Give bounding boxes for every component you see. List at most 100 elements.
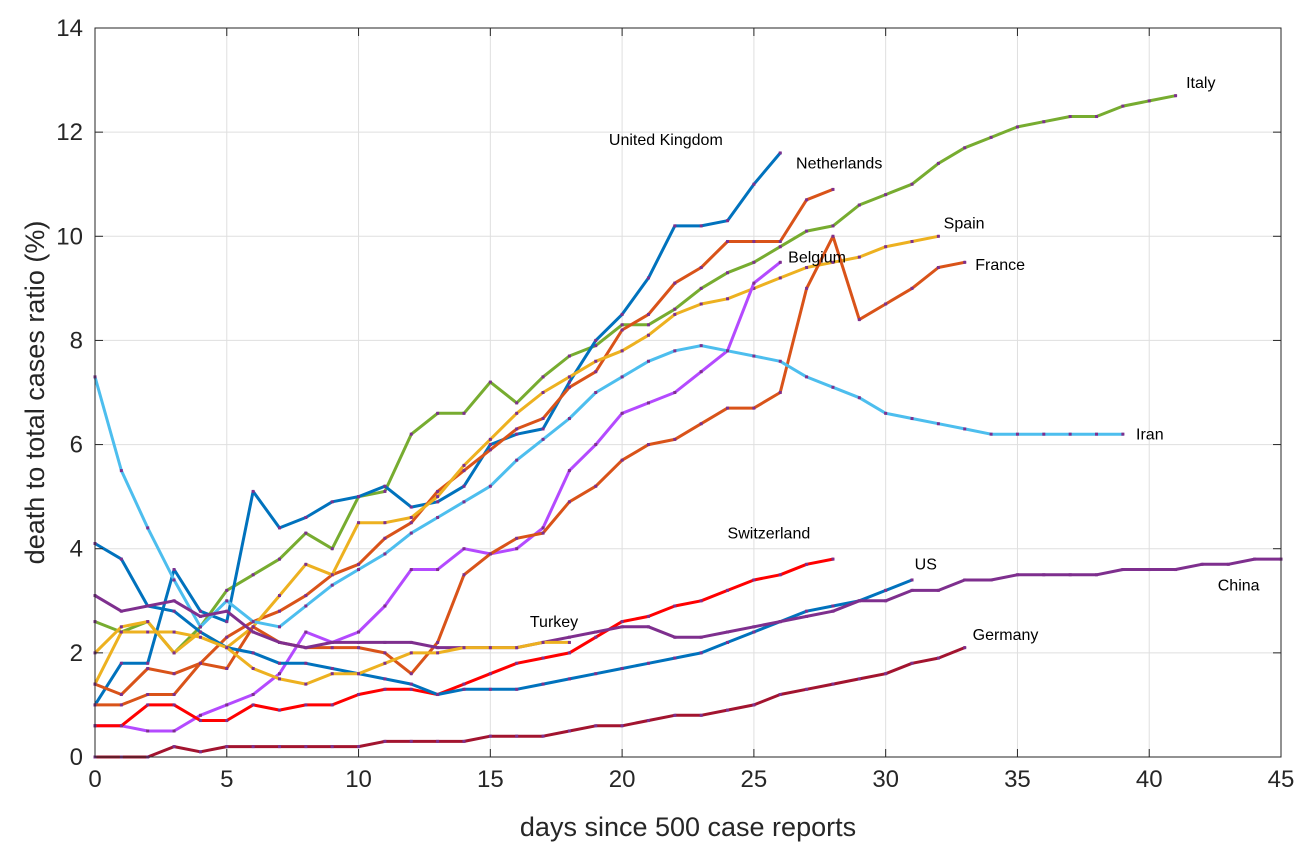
data-point-france [488, 552, 492, 556]
data-point-spain [778, 276, 782, 280]
data-point-germany [330, 745, 334, 749]
data-point-italy [251, 573, 255, 577]
data-point-netherlands [515, 427, 519, 431]
data-point-germany [646, 719, 650, 723]
data-point-germany [172, 745, 176, 749]
data-point-us [594, 672, 598, 676]
data-point-us [436, 693, 440, 697]
data-point-turkey [462, 646, 466, 650]
data-point-spain [805, 266, 809, 270]
data-point-france [620, 458, 624, 462]
data-point-germany [409, 739, 413, 743]
data-point-turkey [251, 666, 255, 670]
data-point-spain [567, 375, 571, 379]
data-point-iran [673, 349, 677, 353]
series-line-netherlands [93, 187, 835, 707]
data-point-france [673, 437, 677, 441]
data-point-iran [963, 427, 967, 431]
data-point-italy [277, 557, 281, 561]
data-point-italy [225, 588, 229, 592]
data-point-china [831, 609, 835, 613]
data-point-spain [752, 286, 756, 290]
data-point-netherlands [646, 312, 650, 316]
x-tick-label: 35 [1004, 766, 1031, 793]
data-point-germany [251, 745, 255, 749]
data-point-belgium [515, 547, 519, 551]
data-point-iran [1121, 432, 1125, 436]
data-point-us [726, 640, 730, 644]
data-point-china [594, 630, 598, 634]
data-point-china [1015, 573, 1019, 577]
data-point-spain [304, 562, 308, 566]
data-point-united-kingdom [778, 151, 782, 155]
y-tick-label: 8 [70, 327, 83, 354]
data-point-turkey [172, 630, 176, 634]
data-point-spain [884, 245, 888, 249]
data-point-united-kingdom [383, 484, 387, 488]
data-point-italy [699, 286, 703, 290]
data-point-italy [778, 245, 782, 249]
data-point-united-kingdom [277, 526, 281, 530]
data-point-france [778, 391, 782, 394]
data-point-china [119, 609, 123, 613]
data-point-us [172, 609, 176, 613]
data-point-china [673, 635, 677, 639]
data-point-belgium [357, 630, 361, 634]
data-point-iran [1015, 432, 1019, 436]
data-point-china [963, 578, 967, 582]
data-point-spain [673, 312, 677, 316]
data-point-germany [541, 734, 545, 738]
data-point-netherlands [119, 703, 123, 707]
data-point-iran [251, 620, 255, 624]
data-point-italy [594, 344, 598, 348]
series-points-turkey [93, 630, 571, 686]
data-point-us [198, 630, 202, 634]
data-point-united-kingdom [541, 427, 545, 431]
data-point-switzerland [673, 604, 677, 608]
series-label-china: China [1218, 577, 1260, 594]
data-point-china [910, 588, 914, 592]
data-point-belgium [172, 729, 176, 733]
data-point-iran [515, 458, 519, 462]
data-point-netherlands [304, 594, 308, 598]
data-point-us [409, 682, 413, 686]
x-tick-label: 20 [609, 766, 636, 793]
data-point-china [1174, 568, 1178, 572]
data-point-iran [357, 568, 361, 572]
data-point-italy [1147, 99, 1151, 103]
data-point-china [409, 640, 413, 644]
data-point-iran [462, 500, 466, 504]
data-point-spain [277, 594, 281, 598]
series-line-turkey [93, 630, 571, 686]
data-point-belgium [778, 260, 782, 264]
data-point-germany [778, 693, 782, 697]
data-point-us [251, 651, 255, 655]
data-point-china [884, 599, 888, 603]
series-points-switzerland [93, 557, 835, 728]
data-point-switzerland [304, 703, 308, 707]
data-point-china [778, 620, 782, 624]
data-point-spain [831, 260, 835, 264]
data-point-us [805, 609, 809, 613]
data-point-france [436, 640, 440, 644]
data-point-spain [515, 411, 519, 415]
series-labels: Italy United Kingdom Netherlands Spain Belgi… [530, 75, 1260, 644]
plot-frame [94, 27, 1282, 758]
series-label-france: France [975, 257, 1025, 274]
data-point-france [726, 406, 730, 410]
data-point-germany [383, 739, 387, 743]
data-point-belgium [436, 568, 440, 572]
series-points-germany [93, 646, 967, 759]
data-point-iran [488, 484, 492, 488]
y-tick-label: 2 [70, 640, 83, 667]
data-point-us [119, 557, 123, 561]
data-point-iran [699, 344, 703, 348]
data-point-us [699, 651, 703, 655]
data-point-netherlands [831, 187, 835, 191]
x-tick-label: 15 [477, 766, 504, 793]
data-point-netherlands [225, 635, 229, 639]
data-point-united-kingdom [357, 495, 361, 499]
data-point-france [910, 286, 914, 290]
data-point-turkey [277, 677, 281, 681]
data-point-france [462, 573, 466, 577]
